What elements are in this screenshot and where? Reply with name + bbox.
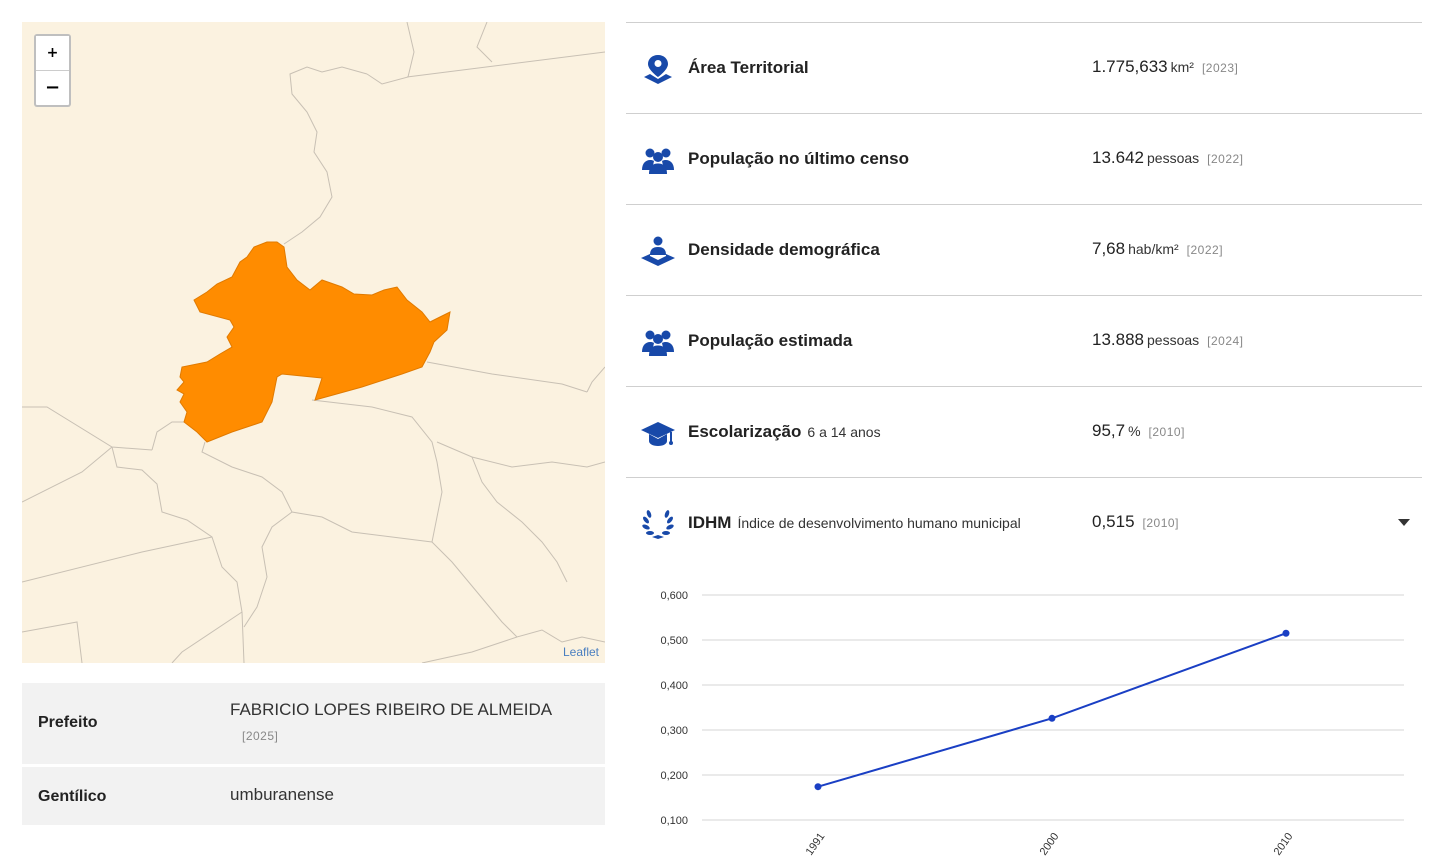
info-value: umburanense: [230, 785, 334, 804]
municipal-border: [151, 421, 184, 451]
x-tick-label: 1991: [804, 831, 828, 858]
indicator-value: 95,7% [2010]: [1092, 421, 1185, 440]
municipal-info-table: Prefeito FABRICIO LOPES RIBEIRO DE ALMEI…: [22, 683, 605, 828]
municipal-border: [171, 611, 243, 663]
info-key: Gentílico: [38, 788, 107, 805]
indicator-value: 13.642 pessoas [2022]: [1092, 148, 1244, 167]
indicator-label: IDHM Índice de desenvolvimento humano mun…: [688, 513, 1021, 532]
x-tick-label: 2000: [1038, 831, 1062, 858]
people-group-icon: [640, 326, 676, 358]
municipal-border: [111, 446, 245, 663]
municipal-border: [406, 51, 605, 78]
series-line: [817, 632, 1287, 788]
indicator-idhm[interactable]: IDHM Índice de desenvolvimento humano mun…: [626, 478, 1422, 568]
info-row-gentilico: Gentílico umburanense: [22, 767, 605, 825]
municipal-border: [243, 511, 293, 628]
y-tick-label: 0,200: [660, 770, 688, 782]
leaflet-attribution-link[interactable]: Leaflet: [562, 645, 599, 659]
indicator-value: 0,515 [2010]: [1092, 512, 1179, 531]
indicator-schooling: Escolarização 6 a 14 anos 95,7% [2010]: [626, 387, 1422, 478]
municipal-border: [431, 541, 605, 643]
info-row-prefeito: Prefeito FABRICIO LOPES RIBEIRO DE ALMEI…: [22, 683, 605, 764]
municipal-border: [201, 441, 433, 543]
indicator-population-estimate: População estimada 13.888 pessoas [2024]: [626, 296, 1422, 387]
zoom-control: + −: [34, 34, 71, 107]
indicator-label: Área Territorial: [688, 58, 809, 77]
idhm-chart: 0,600 0,500 0,400 0,300 0,200 0,100 1991 2000 20…: [626, 580, 1422, 863]
indicator-population-census: População no último censo 13.642 pessoas[…: [626, 114, 1422, 205]
indicator-value: 13.888 pessoas [2024]: [1092, 330, 1244, 349]
year-label: [2025]: [242, 729, 279, 743]
data-point: [1048, 714, 1056, 722]
indicator-label: Escolarização 6 a 14 anos: [688, 422, 881, 441]
municipal-border: [421, 636, 518, 663]
indicator-area: Área Territorial 1.775,633 km² [2023]: [626, 23, 1422, 114]
graduation-cap-icon: [640, 417, 676, 449]
municipal-border: [283, 66, 368, 245]
y-tick-label: 0,100: [660, 815, 688, 827]
municipal-border: [366, 22, 415, 85]
municipal-border: [586, 366, 605, 393]
municipal-border: [22, 446, 113, 503]
municipal-border: [471, 456, 568, 583]
highlighted-municipality[interactable]: [176, 241, 451, 443]
map-pin-icon: [640, 53, 676, 85]
y-tick-label: 0,300: [660, 725, 688, 737]
municipal-border: [311, 399, 443, 543]
municipal-border: [22, 536, 213, 583]
municipal-border: [22, 621, 83, 663]
zoom-out-button[interactable]: −: [36, 70, 69, 104]
municipal-border: [476, 22, 493, 63]
municipal-border: [22, 406, 153, 451]
indicator-value: 1.775,633 km² [2023]: [1092, 57, 1239, 76]
x-tick-label: 2010: [1272, 831, 1296, 858]
map-canvas[interactable]: [22, 22, 605, 663]
indicators-panel: Área Territorial 1.775,633 km² [2023] Popu…: [626, 22, 1422, 568]
chevron-down-icon[interactable]: [1398, 519, 1410, 526]
person-area-icon: [640, 235, 676, 267]
y-tick-label: 0,600: [660, 590, 688, 602]
data-point: [814, 783, 822, 791]
y-tick-label: 0,400: [660, 680, 688, 692]
municipal-border: [436, 441, 605, 468]
idhm-chart-svg: 0,600 0,500 0,400 0,300 0,200 0,100 1991 2000 20…: [660, 590, 1404, 858]
zoom-in-button[interactable]: +: [36, 36, 69, 70]
indicator-label: População no último censo: [688, 149, 910, 168]
indicator-label: Densidade demográfica: [688, 240, 880, 259]
people-group-icon: [640, 144, 676, 176]
municipal-border: [426, 361, 588, 393]
info-key: Prefeito: [38, 714, 98, 731]
mayor-name: FABRICIO LOPES RIBEIRO DE ALMEIDA: [230, 700, 553, 719]
data-point: [1282, 629, 1290, 637]
indicator-density: Densidade demográfica 7,68 hab/km² [2022]: [626, 205, 1422, 296]
info-value: FABRICIO LOPES RIBEIRO DE ALMEIDA [2025]: [230, 683, 605, 764]
indicator-label: População estimada: [688, 331, 853, 350]
y-tick-label: 0,500: [660, 635, 688, 647]
indicator-value: 7,68 hab/km² [2022]: [1092, 239, 1224, 258]
municipality-map[interactable]: + − Leaflet: [22, 22, 605, 663]
laurel-wreath-icon: [640, 508, 676, 540]
